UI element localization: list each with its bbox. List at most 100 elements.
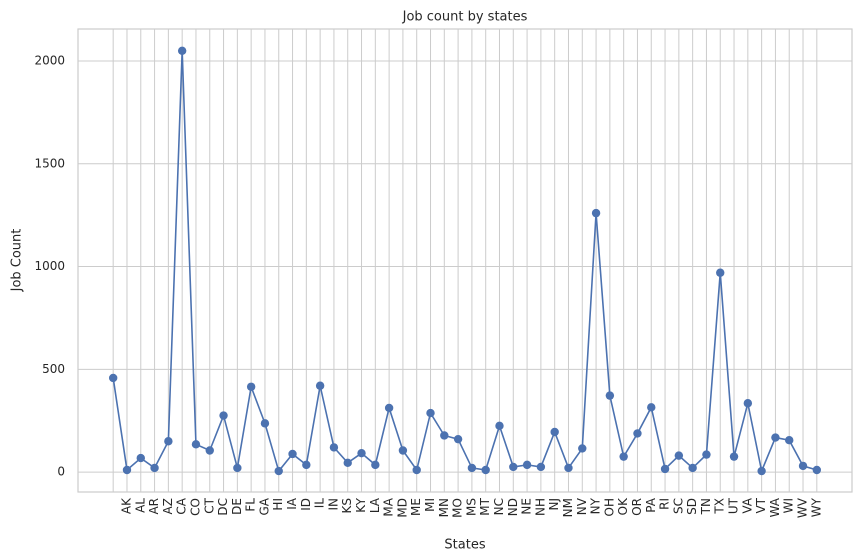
point-marker [771,433,780,442]
point-marker [481,465,490,475]
x-tick-label: WV [796,497,810,518]
x-tick-label: IA [285,497,299,510]
point-marker [702,450,711,459]
x-tick-label: NJ [547,498,561,511]
x-tick-label: MT [478,497,492,515]
point-marker [550,427,559,437]
point-marker [564,463,573,473]
x-tick-label: NH [533,498,547,516]
point-marker [536,462,546,472]
x-tick-label: UT [727,497,741,514]
point-marker [384,403,394,413]
x-tick-label: IN [326,498,340,511]
y-axis-label: Job Count [10,229,25,293]
point-marker [150,463,159,473]
x-tick-label: CO [188,498,202,516]
point-marker [467,463,477,473]
x-tick-label: PA [644,497,658,512]
x-tick-label: CT [202,497,216,513]
x-tick-label: KY [354,497,368,512]
point-marker [302,460,311,470]
point-marker [729,452,739,461]
x-tick-label: VA [740,497,754,513]
x-tick-label: FL [244,498,258,512]
point-marker [633,429,642,438]
point-marker [509,462,518,472]
x-tick-label: SC [671,498,685,514]
x-tick-label: HI [271,498,285,511]
point-marker [495,421,504,431]
point-marker [605,391,615,400]
point-marker [205,446,214,455]
point-marker [440,431,449,440]
point-marker [591,208,601,218]
x-tick-label: WI [782,498,796,513]
point-marker [688,463,697,473]
x-tick-label: AR [147,498,161,515]
point-marker [108,373,118,383]
point-marker [522,460,532,470]
chart-title: Job count by states [402,10,528,25]
point-marker [274,466,283,476]
x-tick-label: IL [313,498,327,509]
y-tick-label: 0 [57,465,65,479]
x-tick-label: OH [602,498,616,516]
point-marker [315,381,325,390]
point-marker [743,399,753,408]
x-tick-label: RI [658,498,672,510]
point-marker [716,268,725,277]
x-tick-label: OK [616,497,630,515]
x-tick-label: AL [133,498,147,513]
x-tick-label: MO [451,498,465,518]
x-tick-label: WA [768,497,782,517]
point-marker [398,446,408,455]
point-marker [260,419,270,428]
point-marker [619,452,628,461]
x-tick-label: MN [437,498,451,517]
y-tick-label: 1500 [34,156,65,170]
point-marker [371,460,380,470]
x-tick-label: LA [368,497,382,513]
point-marker [647,403,656,412]
x-tick-label: MI [423,498,437,512]
series-line [112,50,818,474]
x-tick-label: NC [492,498,506,515]
x-tick-label: KS [340,498,354,514]
point-marker [136,453,145,463]
point-marker [660,464,670,474]
point-marker [812,465,822,475]
x-axis-label: States [444,538,485,553]
point-marker [219,411,228,420]
x-tick-label: TN [699,498,713,515]
x-tick-label: CA [175,497,189,514]
point-marker [329,443,339,452]
point-marker [288,449,297,459]
x-tick-label: SD [685,498,699,515]
point-marker [246,382,256,391]
x-tick-label: AK [119,497,133,514]
x-tick-label: DC [216,498,230,516]
x-tick-label: NE [520,498,534,515]
x-tick-label: ND [506,498,520,516]
point-marker [785,436,794,445]
point-marker [177,46,187,55]
x-tick-label: ID [299,498,313,511]
x-tick-label: GA [257,497,271,515]
point-marker [798,461,808,471]
x-tick-label: NY [589,497,603,514]
point-marker [426,408,435,418]
x-tick-label: WY [809,497,823,517]
x-tick-label: VT [754,497,768,513]
point-marker [191,440,201,449]
y-tick-label: 500 [42,362,65,376]
point-marker [122,465,132,475]
point-marker [757,466,766,476]
x-tick-label: MD [395,498,409,518]
x-tick-label: DE [230,498,244,515]
point-marker [233,463,242,473]
point-marker [357,448,366,458]
x-tick-label: NM [561,498,575,517]
point-marker [412,465,421,475]
